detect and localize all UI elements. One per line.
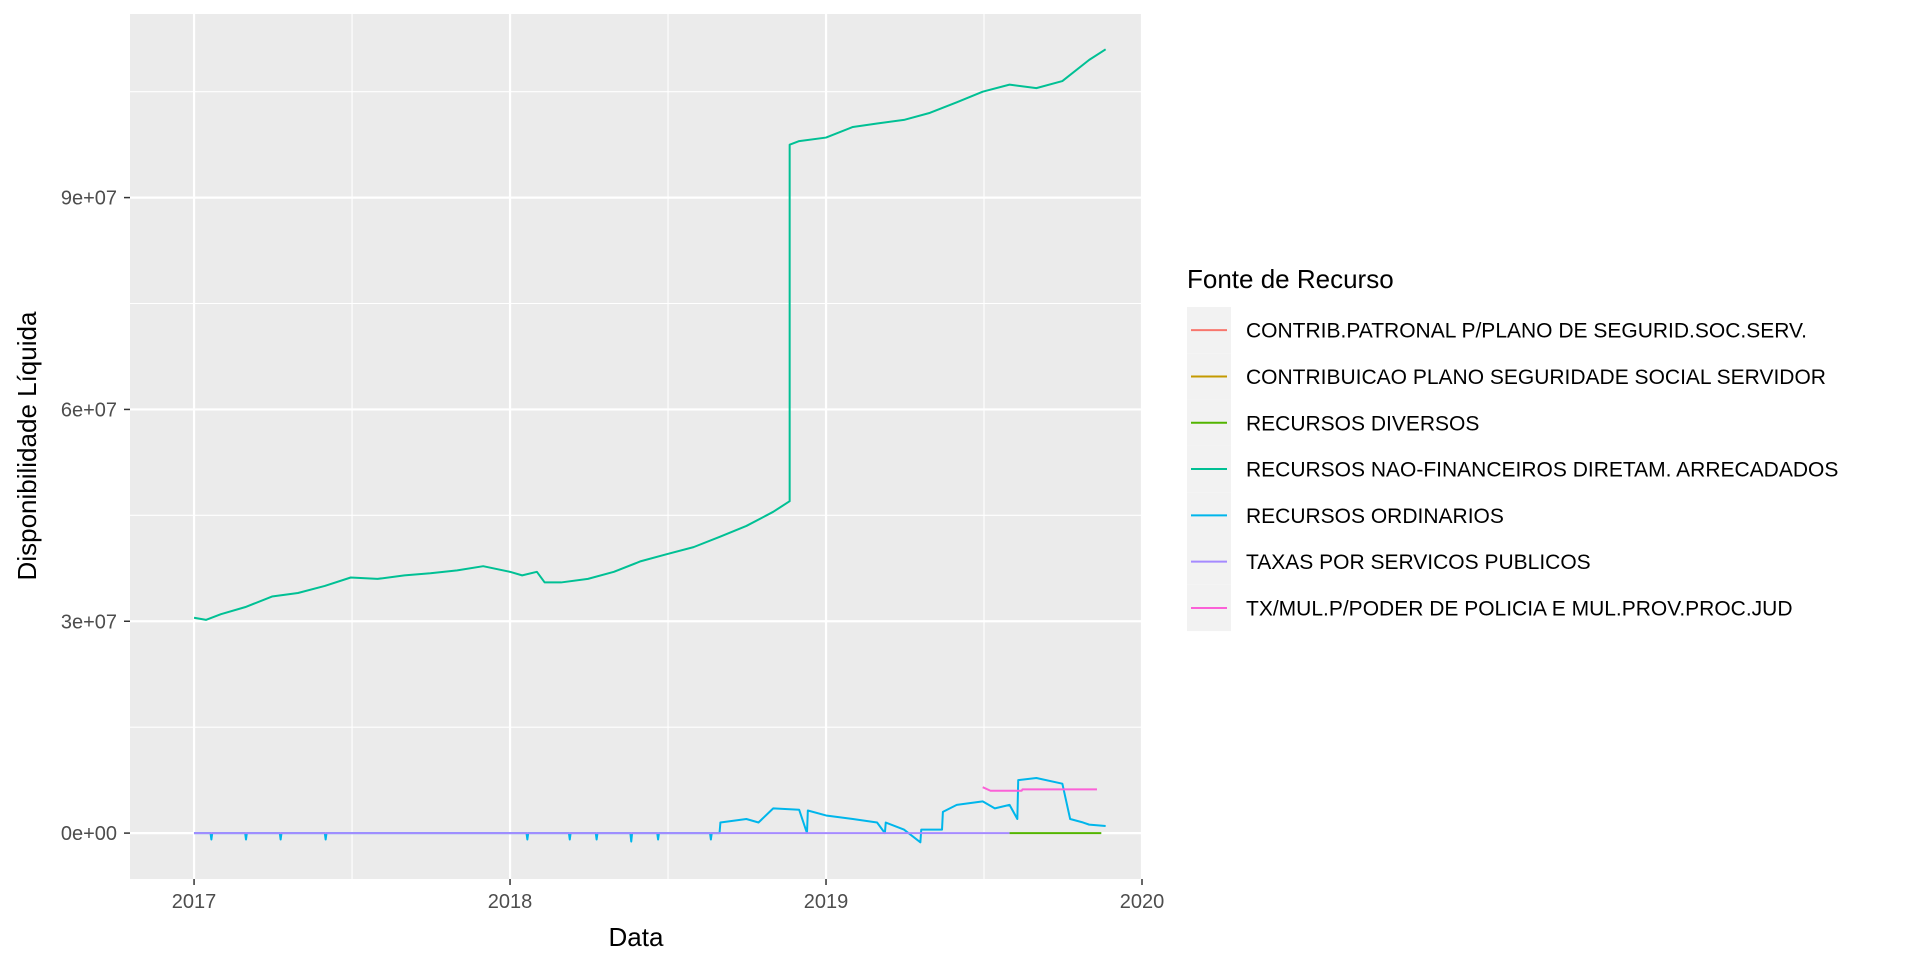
plot-panel	[130, 14, 1142, 879]
legend-label-7: TX/MUL.P/PODER DE POLICIA E MUL.PROV.PRO…	[1246, 597, 1793, 620]
y-axis: 0e+00 3e+07 6e+07 9e+07	[61, 188, 130, 845]
legend: Fonte de Recurso CONTRIB.PATRONAL P/PLAN…	[1187, 264, 1838, 632]
y-tick-label: 0e+00	[61, 823, 117, 845]
x-tick-label: 2017	[172, 891, 217, 913]
legend-label-1: CONTRIB.PATRONAL P/PLANO DE SEGURID.SOC.…	[1246, 320, 1807, 343]
y-tick-label: 9e+07	[61, 188, 117, 210]
y-tick-label: 3e+07	[61, 611, 117, 633]
legend-label-4: RECURSOS NAO-FINANCEIROS DIRETAM. ARRECA…	[1246, 459, 1838, 482]
legend-label-6: TAXAS POR SERVICOS PUBLICOS	[1246, 551, 1591, 574]
minor-gridlines	[130, 14, 1142, 879]
legend-label-2: CONTRIBUICAO PLANO SEGURIDADE SOCIAL SER…	[1246, 366, 1826, 389]
x-axis: 2017 2018 2019 2020	[172, 879, 1164, 913]
legend-items: CONTRIB.PATRONAL P/PLANO DE SEGURID.SOC.…	[1187, 307, 1838, 632]
series-line-4	[193, 48, 1107, 621]
series-layer	[193, 48, 1107, 844]
x-axis-title: Data	[609, 922, 664, 952]
y-axis-title: Disponibilidade Líquida	[12, 311, 42, 580]
legend-title: Fonte de Recurso	[1187, 264, 1394, 294]
y-tick-label: 6e+07	[61, 399, 117, 421]
x-tick-label: 2018	[488, 891, 533, 913]
legend-label-5: RECURSOS ORDINARIOS	[1246, 505, 1504, 528]
legend-label-3: RECURSOS DIVERSOS	[1246, 412, 1479, 435]
series-line-7	[982, 786, 1097, 792]
x-tick-label: 2020	[1120, 891, 1165, 913]
x-tick-label: 2019	[804, 891, 849, 913]
